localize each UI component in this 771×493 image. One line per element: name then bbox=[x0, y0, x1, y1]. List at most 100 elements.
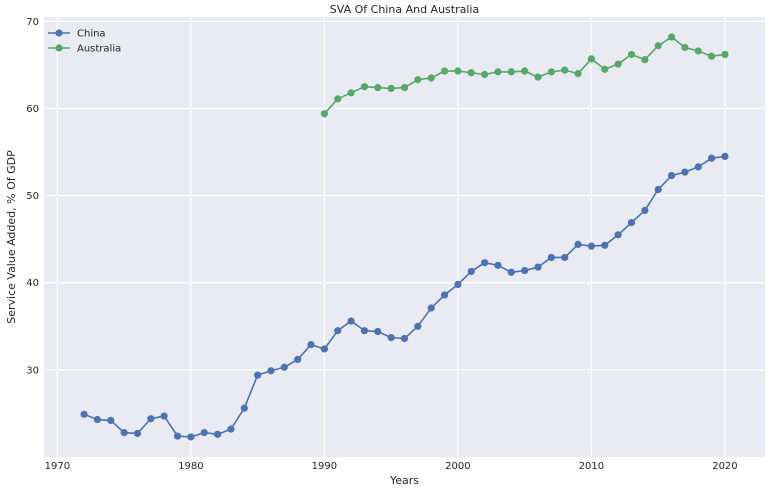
data-point-australia bbox=[574, 70, 582, 78]
data-point-china bbox=[200, 429, 208, 437]
y-tick-label: 30 bbox=[26, 365, 39, 376]
legend-item-australia: Australia bbox=[48, 44, 121, 55]
data-point-australia bbox=[614, 60, 622, 68]
data-point-australia bbox=[694, 47, 702, 55]
grid-lines bbox=[44, 17, 765, 457]
legend-label: China bbox=[77, 29, 106, 40]
data-point-china bbox=[240, 404, 248, 412]
data-point-australia bbox=[721, 50, 729, 59]
legend-label: Australia bbox=[77, 44, 121, 55]
data-point-china bbox=[387, 334, 395, 342]
data-point-china bbox=[627, 219, 636, 227]
data-point-china bbox=[93, 415, 102, 424]
data-point-australia bbox=[387, 84, 395, 93]
data-point-australia bbox=[654, 42, 662, 50]
data-point-australia bbox=[641, 56, 649, 64]
y-tick-label: 70 bbox=[26, 17, 39, 28]
data-point-china bbox=[80, 410, 88, 418]
data-point-china bbox=[654, 185, 662, 194]
data-point-china bbox=[681, 168, 689, 176]
y-tick-label: 50 bbox=[26, 191, 39, 202]
y-axis-label: Service Value Added, % Of GDP bbox=[5, 150, 18, 324]
data-point-australia bbox=[467, 69, 475, 77]
data-point-australia bbox=[334, 95, 342, 103]
data-point-china bbox=[694, 163, 702, 171]
data-point-australia bbox=[320, 110, 328, 118]
plot-area bbox=[44, 17, 765, 457]
data-point-australia bbox=[454, 67, 462, 75]
data-point-australia bbox=[707, 52, 716, 60]
data-point-china bbox=[667, 171, 676, 180]
y-tick-label: 40 bbox=[26, 278, 39, 289]
data-point-china bbox=[320, 345, 328, 353]
x-tick-label: 1970 bbox=[45, 461, 70, 472]
data-point-australia bbox=[667, 33, 676, 41]
data-point-china bbox=[294, 355, 302, 364]
data-point-china bbox=[334, 327, 342, 335]
chart-title: SVA Of China And Australia bbox=[330, 3, 479, 16]
legend: China Australia bbox=[48, 29, 121, 55]
data-point-china bbox=[547, 253, 555, 262]
tick-labels: 1970 1980 1990 2000 2010 2020 30 40 50 60 70 bbox=[26, 17, 737, 472]
data-point-australia bbox=[534, 73, 542, 81]
data-point-china bbox=[213, 430, 222, 438]
data-point-china bbox=[374, 327, 382, 336]
x-tick-label: 2010 bbox=[579, 461, 604, 472]
data-point-australia bbox=[481, 70, 489, 79]
data-point-australia bbox=[561, 66, 569, 74]
x-tick-label: 2000 bbox=[445, 461, 470, 472]
series-china bbox=[80, 152, 729, 441]
data-point-australia bbox=[400, 83, 409, 92]
data-point-china bbox=[147, 415, 155, 423]
legend-marker bbox=[55, 29, 63, 37]
data-point-china bbox=[187, 433, 195, 441]
x-tick-label: 1990 bbox=[312, 461, 337, 472]
data-point-china bbox=[707, 154, 716, 162]
data-point-australia bbox=[360, 83, 369, 91]
data-point-china bbox=[494, 261, 502, 269]
data-point-australia bbox=[507, 68, 515, 76]
data-point-china bbox=[267, 367, 275, 375]
data-point-china bbox=[347, 317, 355, 325]
series-layer bbox=[80, 33, 729, 441]
data-point-china bbox=[561, 253, 569, 262]
data-point-china bbox=[227, 425, 235, 433]
data-point-china bbox=[481, 259, 489, 267]
data-point-australia bbox=[601, 65, 609, 73]
data-point-china bbox=[173, 432, 182, 440]
data-point-china bbox=[160, 412, 168, 420]
data-point-china bbox=[454, 280, 462, 289]
data-point-china bbox=[721, 152, 729, 161]
data-point-china bbox=[534, 263, 542, 271]
data-point-australia bbox=[440, 67, 449, 75]
data-point-china bbox=[574, 240, 582, 249]
data-point-australia bbox=[547, 68, 555, 76]
data-point-china bbox=[280, 363, 288, 371]
data-point-australia bbox=[494, 68, 502, 76]
data-point-china bbox=[307, 341, 315, 349]
data-point-china bbox=[414, 322, 422, 330]
data-point-china bbox=[133, 429, 142, 438]
data-point-china bbox=[467, 267, 475, 276]
data-point-australia bbox=[587, 55, 596, 63]
data-point-china bbox=[360, 327, 369, 335]
data-point-china bbox=[587, 242, 596, 250]
legend-marker bbox=[55, 44, 63, 52]
x-axis-label: Years bbox=[389, 474, 419, 487]
data-point-china bbox=[107, 416, 115, 425]
y-tick-label: 60 bbox=[26, 104, 39, 115]
data-point-china bbox=[427, 304, 435, 312]
data-point-china bbox=[254, 371, 262, 379]
data-point-china bbox=[601, 241, 609, 249]
data-point-australia bbox=[681, 43, 689, 52]
x-tick-label: 2020 bbox=[712, 461, 737, 472]
data-point-australia bbox=[414, 76, 422, 84]
data-point-china bbox=[120, 429, 128, 437]
data-point-china bbox=[507, 268, 515, 276]
data-point-china bbox=[521, 266, 529, 275]
data-point-australia bbox=[374, 83, 382, 92]
data-point-china bbox=[614, 231, 622, 239]
data-point-china bbox=[641, 206, 649, 215]
data-point-australia bbox=[627, 50, 636, 59]
